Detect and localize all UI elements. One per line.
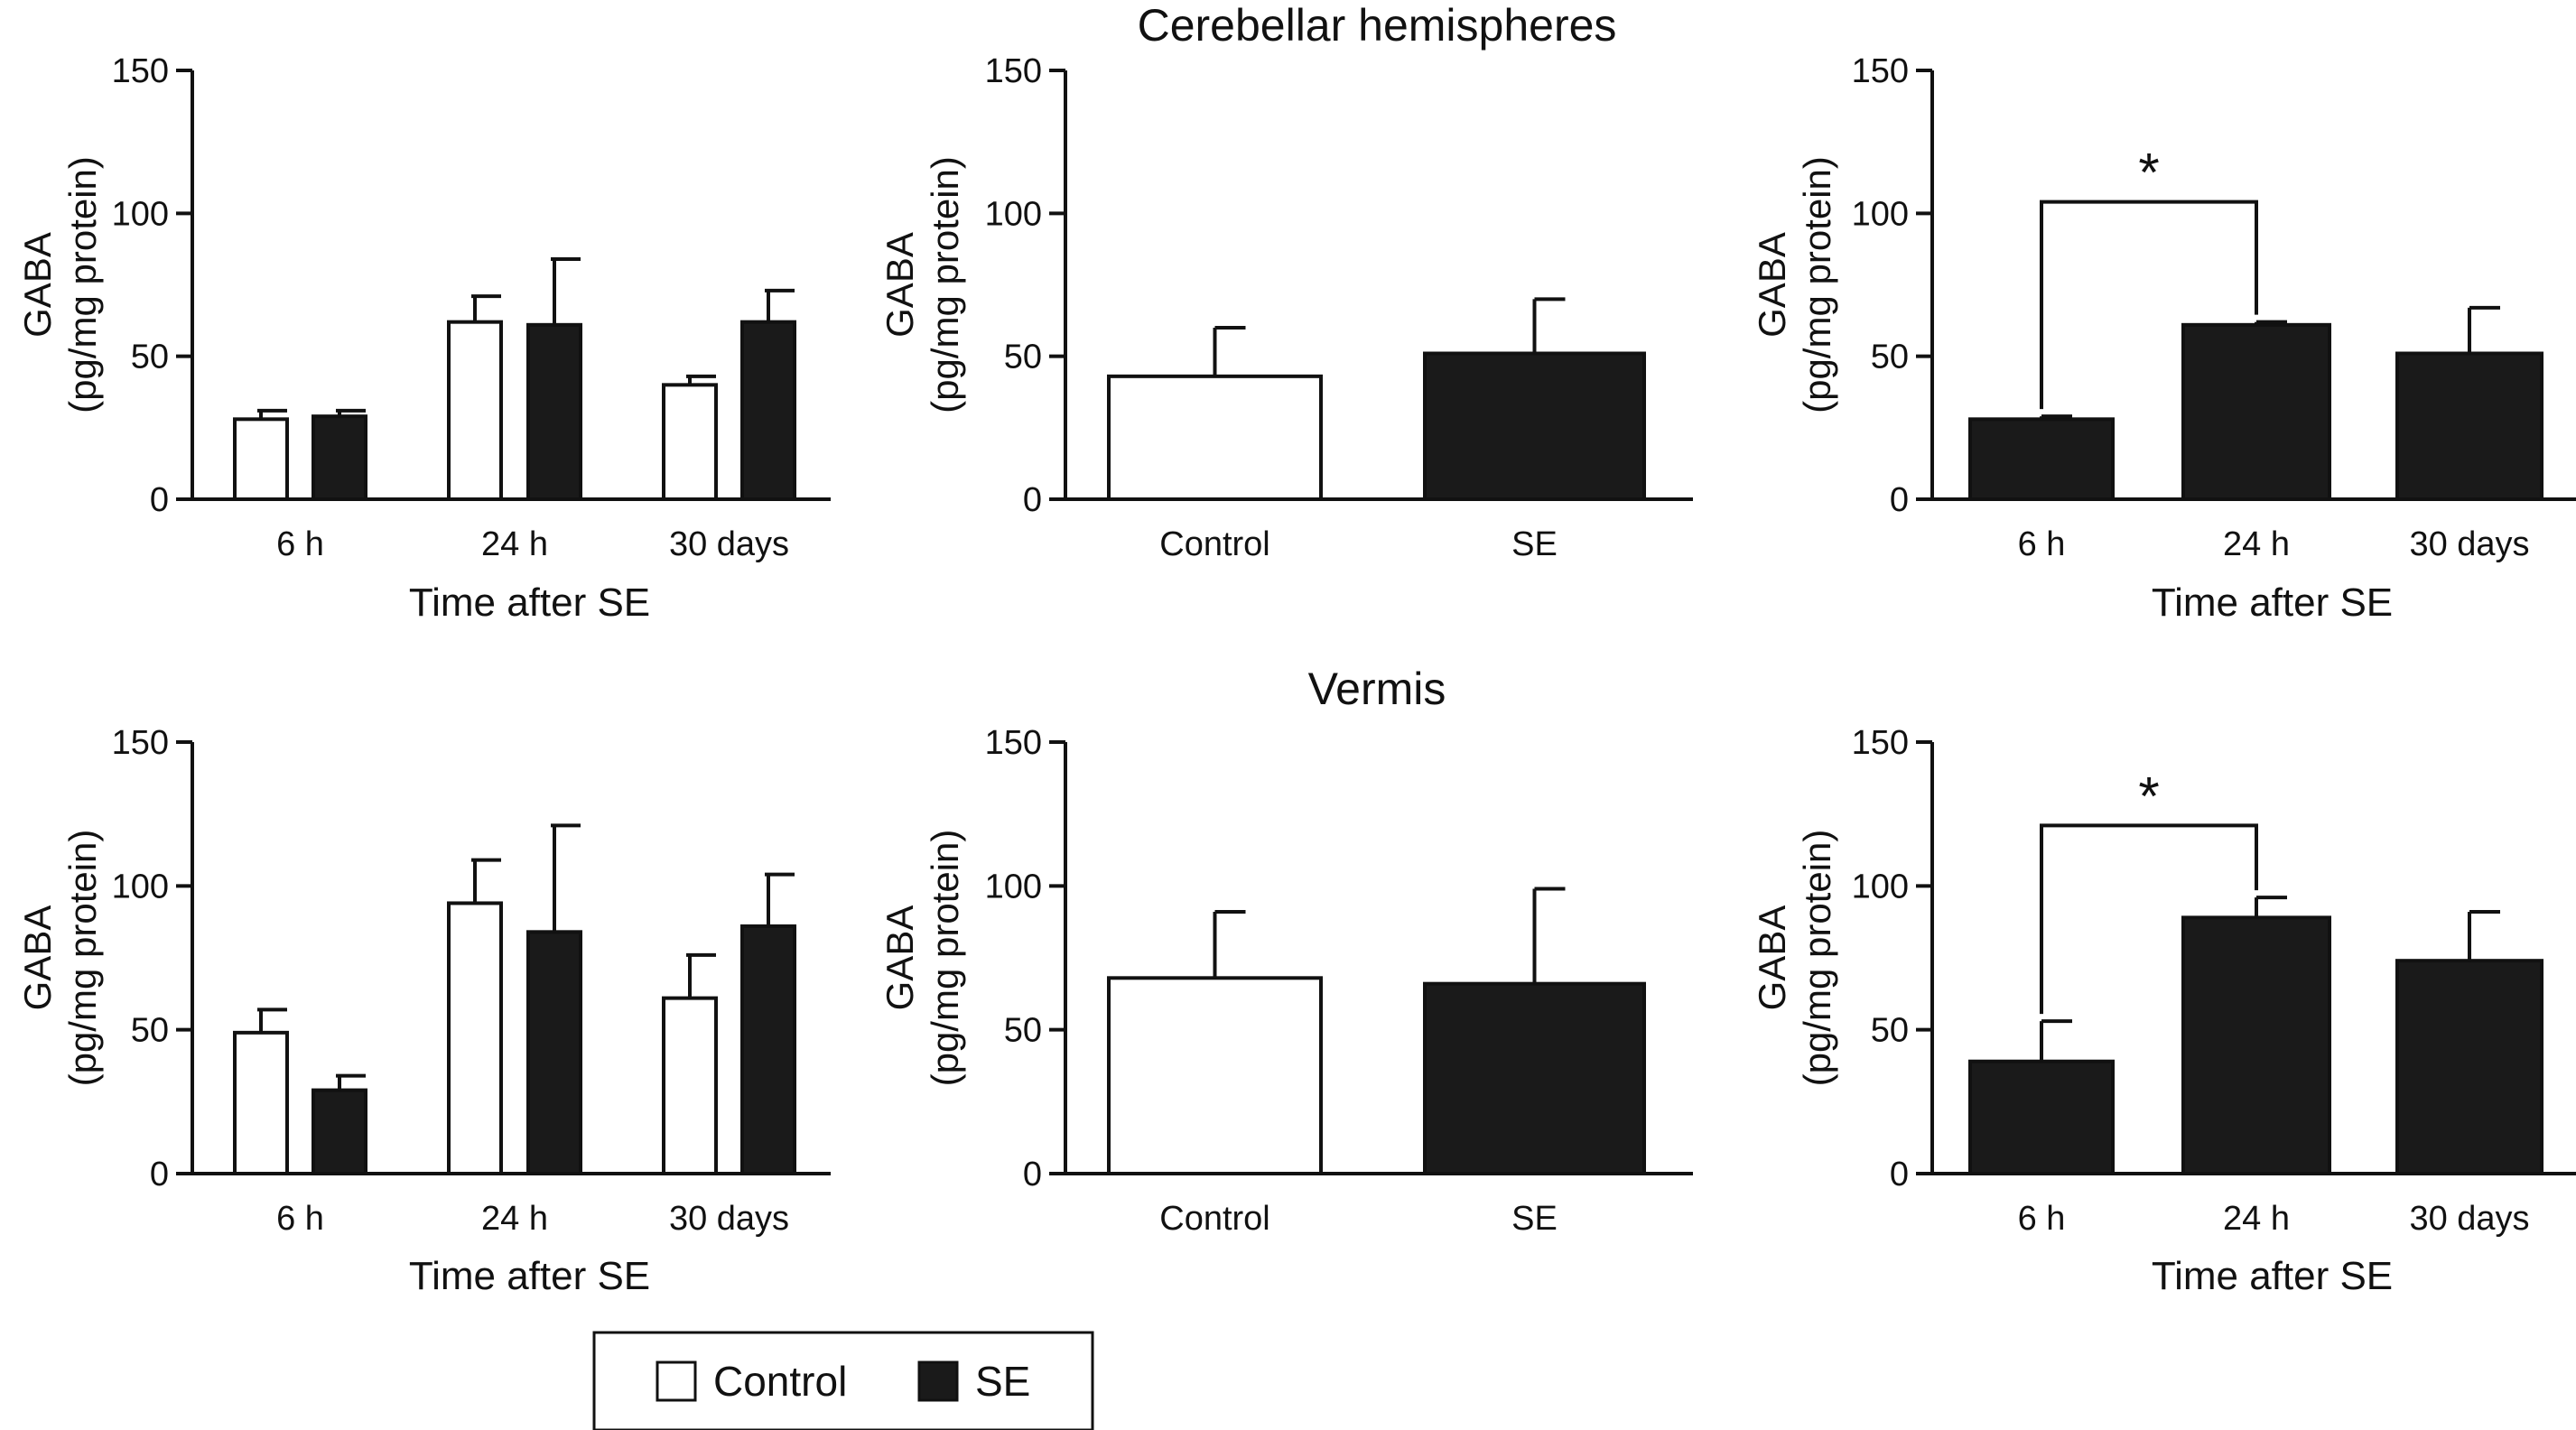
y-axis-title: GABA xyxy=(16,232,59,338)
bar xyxy=(233,1030,289,1176)
y-tick-label: 150 xyxy=(112,724,169,762)
y-tick-label: 150 xyxy=(1852,724,1909,762)
chart-hemi-time: 0 50 100 150 GABA (pg/mg protein) 6 h 24 h 30 da… xyxy=(16,52,831,625)
bar xyxy=(233,417,289,502)
bar xyxy=(1968,417,2115,502)
y-axis-title: GABA xyxy=(16,905,59,1011)
y-tick-label: 0 xyxy=(150,481,169,519)
bar xyxy=(2395,351,2543,501)
significance-star: * xyxy=(2138,143,2159,203)
legend-label-se: SE xyxy=(975,1358,1030,1405)
x-tick-label: 24 h xyxy=(481,1200,548,1238)
y-tick-label: 100 xyxy=(112,195,169,233)
x-tick-label: 6 h xyxy=(2018,525,2066,563)
bar xyxy=(312,1088,367,1175)
significance-bracket xyxy=(2040,200,2258,410)
x-tick-label: 30 days xyxy=(2409,525,2529,563)
chart-vermis-time: 0 50 100 150 GABA (pg/mg protein) 6 h 24 h 30 da… xyxy=(16,724,831,1298)
x-tick-label: Control xyxy=(1159,1200,1270,1238)
bar xyxy=(1107,374,1323,502)
y-tick-label: 0 xyxy=(1890,481,1909,519)
y-tick-label: 0 xyxy=(1023,481,1042,519)
y-tick-label: 50 xyxy=(131,339,169,376)
bar xyxy=(447,320,503,501)
x-tick-label: 6 h xyxy=(276,1200,324,1238)
row-title-top: Cerebellar hemispheres xyxy=(1138,0,1617,51)
chart-vermis-overall: 0 50 100 150 GABA (pg/mg protein) Control SE xyxy=(879,724,1693,1238)
x-axis-title: Time after SE xyxy=(2152,580,2393,625)
bar xyxy=(740,924,796,1175)
x-tick-label: SE xyxy=(1511,525,1558,563)
y-axis-title-unit: (pg/mg protein) xyxy=(924,830,966,1087)
significance-bracket xyxy=(2040,823,2258,1015)
y-axis-title: GABA xyxy=(879,905,921,1011)
y-tick-label: 0 xyxy=(1023,1156,1042,1193)
chart-vermis-se: 0 50 100 150 GABA (pg/mg protein) 6 h 24 h 30 da… xyxy=(1751,724,2576,1298)
y-tick-label: 0 xyxy=(150,1156,169,1193)
bar xyxy=(526,322,582,502)
y-axis-title-unit: (pg/mg protein) xyxy=(61,830,104,1087)
y-axis-title: GABA xyxy=(879,232,921,338)
x-tick-label: 6 h xyxy=(2018,1200,2066,1238)
bar xyxy=(662,383,718,502)
y-axis-title-unit: (pg/mg protein) xyxy=(924,156,966,413)
x-axis-title: Time after SE xyxy=(2152,1254,2393,1298)
y-tick-label: 50 xyxy=(1871,1012,1909,1050)
y-tick-label: 50 xyxy=(131,1012,169,1050)
x-tick-label: SE xyxy=(1511,1200,1558,1238)
x-tick-label: 24 h xyxy=(481,525,548,563)
x-tick-label: Control xyxy=(1159,525,1270,563)
x-tick-label: 6 h xyxy=(276,525,324,563)
bar xyxy=(1968,1059,2115,1175)
y-tick-label: 100 xyxy=(1852,868,1909,905)
y-tick-label: 150 xyxy=(1852,52,1909,90)
y-tick-label: 100 xyxy=(1852,195,1909,233)
bar xyxy=(312,414,367,501)
y-axis-title-unit: (pg/mg protein) xyxy=(1796,156,1838,413)
legend-label-control: Control xyxy=(713,1358,847,1405)
bar xyxy=(2395,959,2543,1175)
x-axis-title: Time after SE xyxy=(409,1254,650,1298)
bar xyxy=(2181,322,2331,502)
y-tick-label: 150 xyxy=(985,724,1042,762)
bar xyxy=(447,901,503,1175)
y-tick-label: 100 xyxy=(985,868,1042,905)
row-title-bottom: Vermis xyxy=(1308,664,1446,714)
legend-swatch-control xyxy=(656,1360,697,1402)
chart-hemi-se: 0 50 100 150 GABA (pg/mg protein) 6 h 24 h 30 da… xyxy=(1751,52,2576,625)
y-axis-title-unit: (pg/mg protein) xyxy=(61,156,104,413)
y-tick-label: 150 xyxy=(985,52,1042,90)
bar xyxy=(740,320,796,501)
bar xyxy=(1423,351,1646,501)
x-tick-label: 30 days xyxy=(2409,1200,2529,1238)
legend: Control SE xyxy=(592,1331,1094,1430)
bar xyxy=(662,996,718,1175)
bar xyxy=(526,930,582,1175)
bar xyxy=(1107,976,1323,1175)
bar xyxy=(2181,915,2331,1175)
y-tick-label: 50 xyxy=(1871,339,1909,376)
x-axis-title: Time after SE xyxy=(409,580,650,625)
x-tick-label: 24 h xyxy=(2223,525,2290,563)
x-tick-label: 30 days xyxy=(669,525,789,563)
chart-hemi-overall: 0 50 100 150 GABA (pg/mg protein) Control SE xyxy=(879,52,1693,563)
y-tick-label: 150 xyxy=(112,52,169,90)
bar xyxy=(1423,981,1646,1176)
y-tick-label: 50 xyxy=(1004,1012,1042,1050)
x-tick-label: 30 days xyxy=(669,1200,789,1238)
y-axis-title: GABA xyxy=(1751,232,1793,338)
x-tick-label: 24 h xyxy=(2223,1200,2290,1238)
y-tick-label: 100 xyxy=(112,868,169,905)
y-axis-title-unit: (pg/mg protein) xyxy=(1796,830,1838,1087)
y-tick-label: 0 xyxy=(1890,1156,1909,1193)
legend-swatch-se xyxy=(917,1360,959,1402)
y-tick-label: 100 xyxy=(985,195,1042,233)
significance-star: * xyxy=(2138,766,2159,826)
y-tick-label: 50 xyxy=(1004,339,1042,376)
y-axis-title: GABA xyxy=(1751,905,1793,1011)
